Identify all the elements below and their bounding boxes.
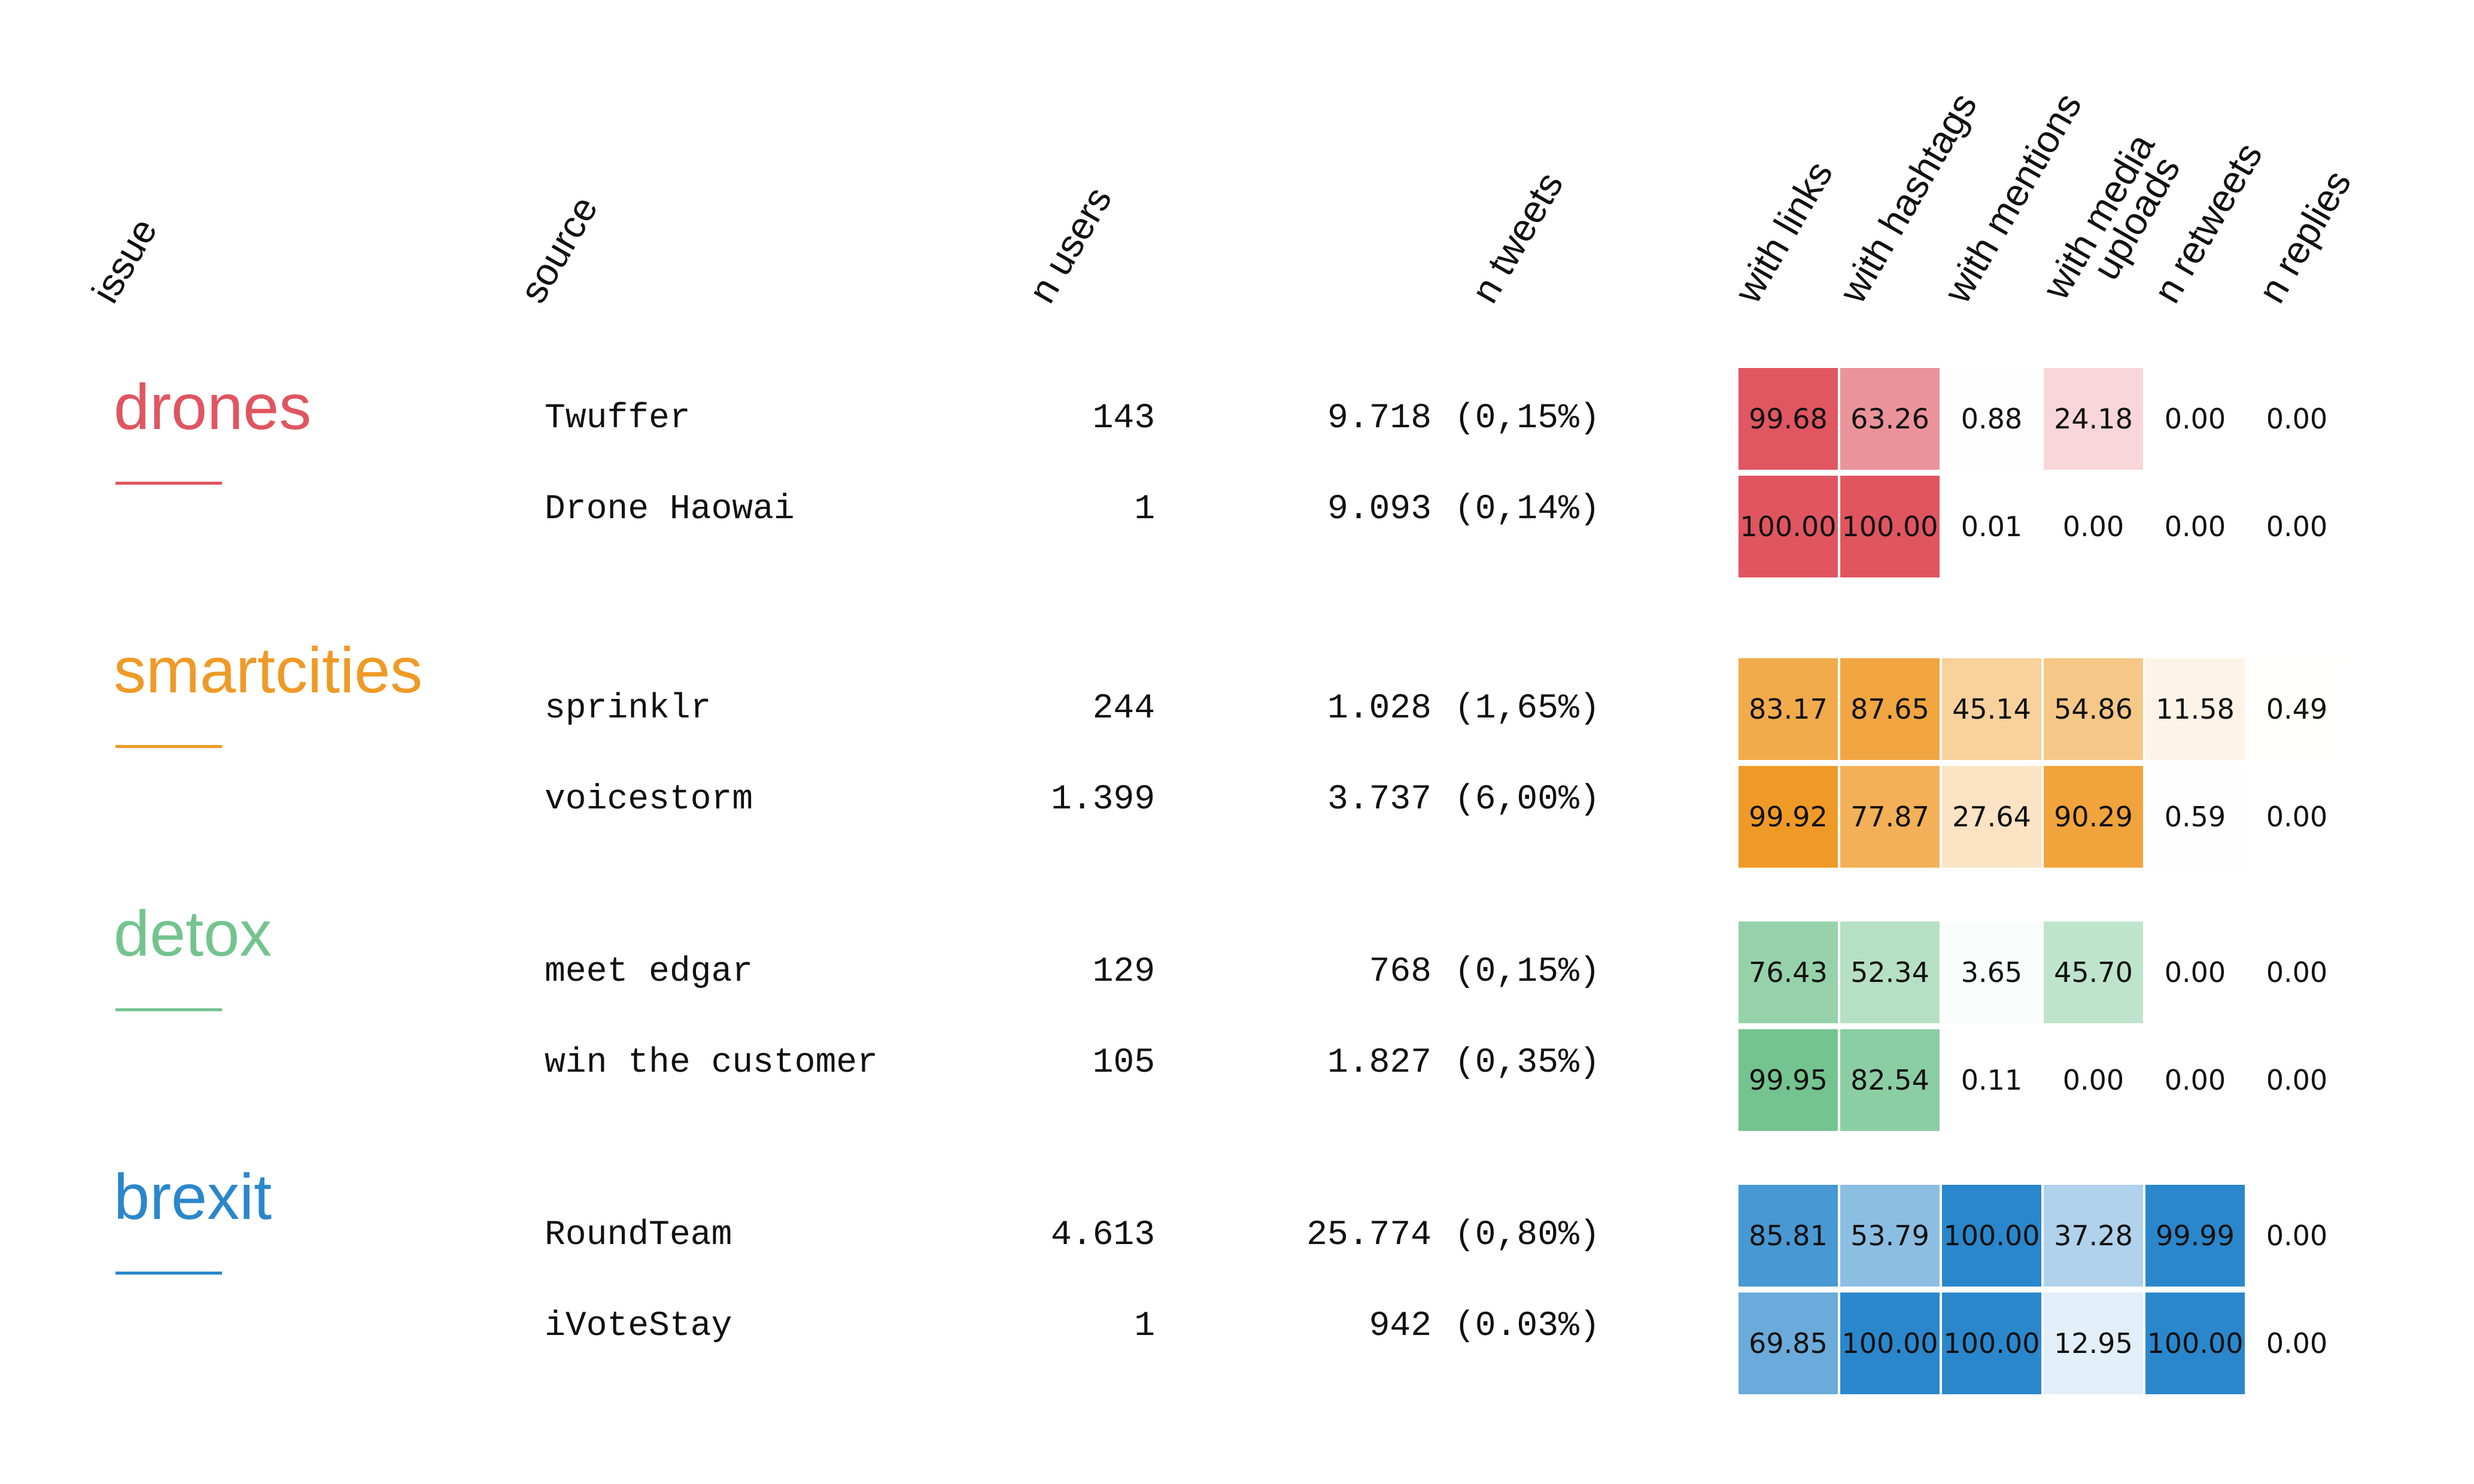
issue-label-smartcities: smartcities	[114, 634, 423, 706]
n-tweets-value: 25.774	[1306, 1216, 1431, 1255]
heat-cell: 0.88	[1942, 368, 2041, 470]
heat-cell: 0.59	[2145, 766, 2245, 868]
n-tweets-value: 768	[1369, 953, 1431, 992]
heat-cell: 0.00	[2247, 1185, 2347, 1287]
heat-cell: 0.00	[2247, 1293, 2347, 1394]
column-header-n-users: n users	[1020, 180, 1120, 310]
heat-cell: 0.00	[2247, 368, 2347, 470]
heat-cell: 3.65	[1942, 922, 2041, 1023]
source-name: meet edgar	[545, 953, 753, 992]
heat-cell: 0.00	[2145, 922, 2245, 1023]
issue-label-drones: drones	[114, 370, 312, 443]
heat-cell: 99.68	[1739, 368, 1838, 470]
n-users-value: 143	[1092, 399, 1155, 438]
heat-cell: 0.00	[2247, 922, 2347, 1023]
n-tweets-value: 942	[1369, 1307, 1431, 1346]
n-tweets-percent: (0,35%)	[1454, 1044, 1600, 1082]
heat-cell: 63.26	[1840, 368, 1940, 470]
heat-cell: 45.14	[1942, 658, 2041, 760]
column-header-n-tweets: n tweets	[1463, 165, 1572, 310]
heat-cell: 99.99	[2145, 1185, 2245, 1287]
n-users-value: 129	[1092, 953, 1155, 992]
heat-cell: 99.95	[1739, 1029, 1838, 1131]
heat-cell: 99.92	[1739, 766, 1838, 868]
issue-underline	[116, 1008, 222, 1011]
source-name: iVoteStay	[545, 1307, 733, 1346]
heat-cell: 69.85	[1739, 1293, 1838, 1394]
heat-cell: 0.00	[2247, 1029, 2347, 1131]
heat-cell: 100.00	[1739, 476, 1838, 577]
heat-cell: 0.00	[2145, 1029, 2245, 1131]
column-header-source: source	[511, 188, 606, 310]
n-users-value: 4.613	[1050, 1216, 1155, 1255]
heat-cell: 11.58	[2145, 658, 2245, 760]
issue-label-detox: detox	[114, 897, 272, 969]
heat-cell: 0.01	[1942, 476, 2041, 577]
n-tweets-percent: (0,15%)	[1454, 399, 1600, 438]
n-tweets-value: 1.827	[1327, 1044, 1431, 1082]
column-header-issue: issue	[83, 211, 166, 310]
heat-cell: 0.00	[2044, 476, 2143, 577]
heat-cell: 77.87	[1840, 766, 1940, 868]
heat-cell: 100.00	[2145, 1293, 2245, 1394]
heat-cell: 100.00	[1942, 1293, 2041, 1394]
heat-cell: 0.00	[2145, 476, 2245, 577]
heat-cell: 100.00	[1840, 1293, 1940, 1394]
n-users-value: 244	[1092, 689, 1155, 728]
heat-cell: 24.18	[2044, 368, 2143, 470]
n-tweets-value: 9.718	[1327, 399, 1431, 438]
n-tweets-percent: (6,00%)	[1454, 780, 1600, 819]
heat-cell: 85.81	[1739, 1185, 1838, 1287]
source-name: RoundTeam	[545, 1216, 733, 1255]
n-users-value: 1.399	[1050, 780, 1155, 819]
source-name: sprinklr	[545, 689, 712, 728]
n-tweets-percent: (0.03%)	[1454, 1307, 1600, 1346]
heat-cell: 83.17	[1739, 658, 1838, 760]
heat-cell: 76.43	[1739, 922, 1838, 1023]
heat-cell: 0.11	[1942, 1029, 2041, 1131]
heat-cell: 27.64	[1942, 766, 2041, 868]
heat-cell: 54.86	[2044, 658, 2143, 760]
heat-cell: 0.49	[2247, 658, 2347, 760]
n-tweets-percent: (0,14%)	[1454, 490, 1600, 529]
heat-cell: 100.00	[1942, 1185, 2041, 1287]
heat-cell: 87.65	[1840, 658, 1940, 760]
issue-underline	[116, 745, 222, 748]
heat-cell: 52.34	[1840, 922, 1940, 1023]
n-tweets-value: 3.737	[1327, 780, 1431, 819]
heat-cell: 53.79	[1840, 1185, 1940, 1287]
heat-cell: 0.00	[2044, 1029, 2143, 1131]
heat-cell: 37.28	[2044, 1185, 2143, 1287]
heat-cell: 90.29	[2044, 766, 2143, 868]
issue-underline	[116, 482, 222, 485]
heat-cell: 45.70	[2044, 922, 2143, 1023]
source-name: voicestorm	[545, 780, 753, 819]
heat-cell: 100.00	[1840, 476, 1940, 577]
n-users-value: 105	[1092, 1044, 1155, 1082]
heat-cell: 0.00	[2247, 476, 2347, 577]
heat-cell: 0.00	[2145, 368, 2245, 470]
n-tweets-value: 1.028	[1327, 689, 1431, 728]
issue-underline	[116, 1272, 222, 1275]
n-users-value: 1	[1134, 490, 1155, 529]
n-tweets-percent: (1,65%)	[1454, 689, 1600, 728]
source-name: win the customer	[545, 1044, 878, 1082]
n-users-value: 1	[1134, 1307, 1155, 1346]
source-name: Drone Haowai	[545, 490, 795, 529]
n-tweets-value: 9.093	[1327, 490, 1431, 529]
source-name: Twuffer	[545, 399, 691, 438]
heat-cell: 82.54	[1840, 1029, 1940, 1131]
issue-label-brexit: brexit	[114, 1160, 272, 1233]
n-tweets-percent: (0,15%)	[1454, 953, 1600, 992]
heat-cell: 0.00	[2247, 766, 2347, 868]
heat-cell: 12.95	[2044, 1293, 2143, 1394]
n-tweets-percent: (0,80%)	[1454, 1216, 1600, 1255]
